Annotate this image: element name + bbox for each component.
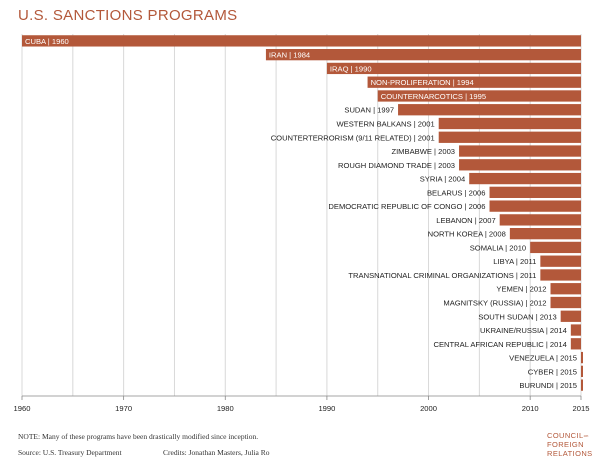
bar-21 — [570, 324, 581, 336]
bar-23 — [581, 351, 583, 364]
logo-line-3: RELATIONS — [547, 449, 593, 458]
bar-11 — [489, 186, 581, 198]
bar-label-13: LEBANON | 2007 — [436, 216, 495, 225]
source-text: Source: U.S. Treasury Department — [18, 448, 122, 457]
bar-label-24: CYBER | 2015 — [528, 367, 577, 376]
bar-label-21: UKRAINE/RUSSIA | 2014 — [480, 326, 567, 335]
sanctions-bar-chart: CUBA | 1960 IRAN | 1984 IRAQ | 1990 NON-PRO… — [14, 34, 590, 413]
bar-10 — [469, 172, 581, 185]
bar-label-17: TRANSNATIONAL CRIMINAL ORGANIZATIONS | 2… — [348, 271, 536, 280]
cfr-logo: COUNCILon FOREIGN RELATIONS — [547, 431, 597, 458]
bar-label-9: ROUGH DIAMOND TRADE | 2003 — [338, 161, 455, 170]
bar-5 — [398, 104, 581, 116]
bar-label-20: SOUTH SUDAN | 2013 — [478, 312, 556, 321]
x-tick-label-2000: 2000 — [420, 404, 437, 413]
bar-15 — [530, 241, 581, 254]
bar-label-12: DEMOCRATIC REPUBLIC OF CONGO | 2006 — [328, 202, 485, 211]
bar-6 — [438, 117, 581, 130]
bar-label-18: YEMEN | 2012 — [496, 285, 546, 294]
bar-17 — [540, 269, 581, 281]
chart-title: U.S. SANCTIONS PROGRAMS — [18, 7, 238, 24]
bar-13 — [499, 214, 581, 226]
bar-19 — [550, 296, 581, 309]
bar-label-14: NORTH KOREA | 2008 — [428, 230, 506, 239]
bar-label-7: COUNTERTERRORISM (9/11 RELATED) | 2001 — [271, 133, 435, 142]
bar-label-4: COUNTERNARCOTICS | 1995 — [381, 92, 486, 101]
bar-label-22: CENTRAL AFRICAN REPUBLIC | 2014 — [433, 340, 566, 349]
bar-labels: CUBA | 1960 IRAN | 1984 IRAQ | 1990 NON-PRO… — [25, 37, 577, 390]
bar-label-25: BURUNDI | 2015 — [519, 381, 577, 390]
bar-label-1: IRAN | 1984 — [269, 51, 310, 60]
bar-0 — [22, 35, 581, 47]
bar-12 — [489, 200, 581, 212]
bar-22 — [570, 338, 581, 350]
bar-label-0: CUBA | 1960 — [25, 37, 69, 46]
bar-label-5: SUDAN | 1997 — [344, 106, 394, 115]
x-tick-label-2010: 2010 — [522, 404, 539, 413]
x-axis: 1960 1970 1980 1990 2000 2010 2015 — [14, 395, 590, 413]
bar-4 — [377, 90, 581, 102]
bar-14 — [509, 228, 581, 240]
bar-2 — [326, 62, 581, 75]
bar-8 — [459, 145, 581, 157]
bar-label-8: ZIMBABWE | 2003 — [391, 147, 455, 156]
bar-label-3: NON-PROLIFERATION | 1994 — [371, 78, 474, 87]
credits-text: Credits: Jonathan Masters, Julia Ro — [163, 448, 270, 457]
x-tick-label-1990: 1990 — [318, 404, 335, 413]
logo-line-1: COUNCIL — [547, 431, 584, 440]
bars — [22, 35, 583, 391]
bar-9 — [459, 159, 581, 171]
bar-3 — [367, 76, 581, 88]
x-tick-label-1980: 1980 — [217, 404, 234, 413]
bar-label-11: BELARUS | 2006 — [427, 188, 486, 197]
bar-18 — [550, 283, 581, 295]
x-tick-label-1970: 1970 — [115, 404, 132, 413]
bar-1 — [265, 49, 581, 61]
logo-line-1-suffix: on — [583, 433, 589, 438]
bar-label-10: SYRIA | 2004 — [420, 175, 465, 184]
footnote: NOTE: Many of these programs have been d… — [18, 432, 259, 441]
bar-label-15: SOMALIA | 2010 — [470, 243, 526, 252]
bar-label-6: WESTERN BALKANS | 2001 — [337, 120, 435, 129]
bar-16 — [540, 255, 581, 267]
bar-25 — [581, 379, 583, 391]
bar-label-2: IRAQ | 1990 — [330, 64, 372, 73]
bar-label-19: MAGNITSKY (RUSSIA) | 2012 — [443, 299, 546, 308]
bar-7 — [438, 131, 581, 143]
bar-label-16: LIBYA | 2011 — [493, 257, 536, 266]
bar-label-23: VENEZUELA | 2015 — [509, 354, 577, 363]
logo-line-2: FOREIGN — [547, 440, 584, 449]
x-tick-label-1960: 1960 — [14, 404, 31, 413]
bar-24 — [581, 365, 583, 377]
x-tick-label-2015: 2015 — [573, 404, 590, 413]
bar-20 — [560, 310, 581, 322]
